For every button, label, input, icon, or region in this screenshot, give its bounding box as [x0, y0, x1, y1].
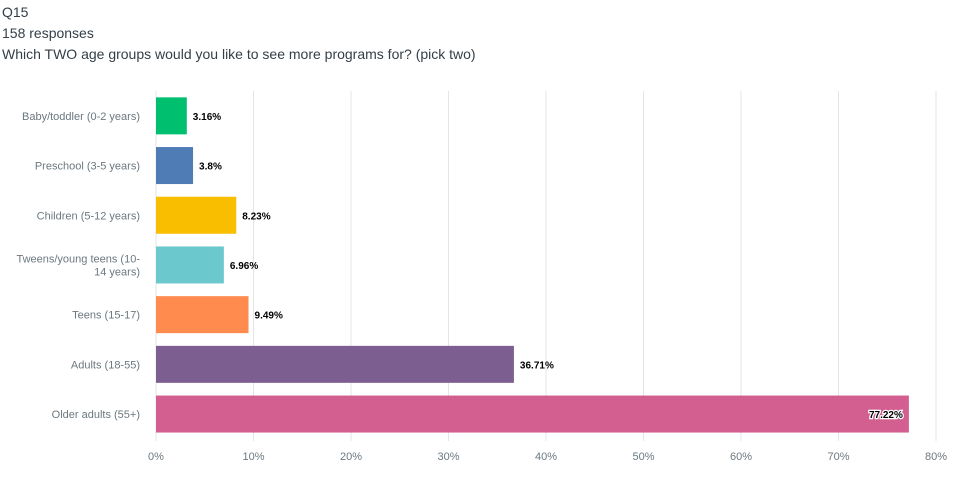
question-header: Q15 158 responses Which TWO age groups w…	[2, 2, 476, 65]
category-label-line: Preschool (3-5 years)	[35, 161, 140, 173]
x-tick-label: 40%	[535, 451, 557, 463]
value-label: 6.96%	[230, 261, 258, 272]
category-label-line: Adults (18-55)	[71, 359, 140, 371]
category-label-line: Teens (15-17)	[72, 310, 140, 322]
value-label: 8.23%	[242, 211, 270, 222]
category-label: Tweens/young teens (10-14 years)	[16, 253, 140, 278]
category-label-line: Tweens/young teens (10-	[16, 253, 140, 265]
category-label: Teens (15-17)	[72, 310, 140, 322]
value-label: 9.49%	[255, 311, 283, 322]
response-count: 158 responses	[2, 25, 94, 41]
value-label: 77.22%	[869, 410, 903, 421]
bar	[156, 97, 187, 135]
x-tick-label: 30%	[437, 451, 459, 463]
value-label: 3.8%	[199, 162, 222, 173]
category-label: Children (5-12 years)	[37, 210, 140, 222]
category-label: Preschool (3-5 years)	[35, 161, 140, 173]
category-label-line: Baby/toddler (0-2 years)	[22, 111, 140, 123]
category-label: Adults (18-55)	[71, 359, 140, 371]
category-label-line: Children (5-12 years)	[37, 210, 140, 222]
value-label: 36.71%	[520, 360, 554, 371]
x-tick-label: 20%	[340, 451, 362, 463]
x-tick-label: 50%	[632, 451, 654, 463]
x-tick-label: 80%	[925, 451, 947, 463]
bar	[156, 147, 194, 185]
x-tick-label: 70%	[827, 451, 849, 463]
category-label: Older adults (55+)	[52, 409, 140, 421]
question-text: Which TWO age groups would you like to s…	[2, 46, 476, 62]
category-label-line: 14 years)	[94, 266, 140, 278]
category-label: Baby/toddler (0-2 years)	[22, 111, 140, 123]
x-tick-label: 60%	[730, 451, 752, 463]
bar	[156, 345, 514, 383]
category-label-line: Older adults (55+)	[52, 409, 140, 421]
bar	[156, 395, 909, 433]
bar	[156, 196, 237, 234]
question-id: Q15	[2, 4, 29, 20]
x-tick-label: 0%	[148, 451, 164, 463]
x-tick-label: 10%	[242, 451, 264, 463]
value-label: 3.16%	[193, 112, 221, 123]
bar	[156, 246, 224, 284]
bar	[156, 296, 249, 334]
